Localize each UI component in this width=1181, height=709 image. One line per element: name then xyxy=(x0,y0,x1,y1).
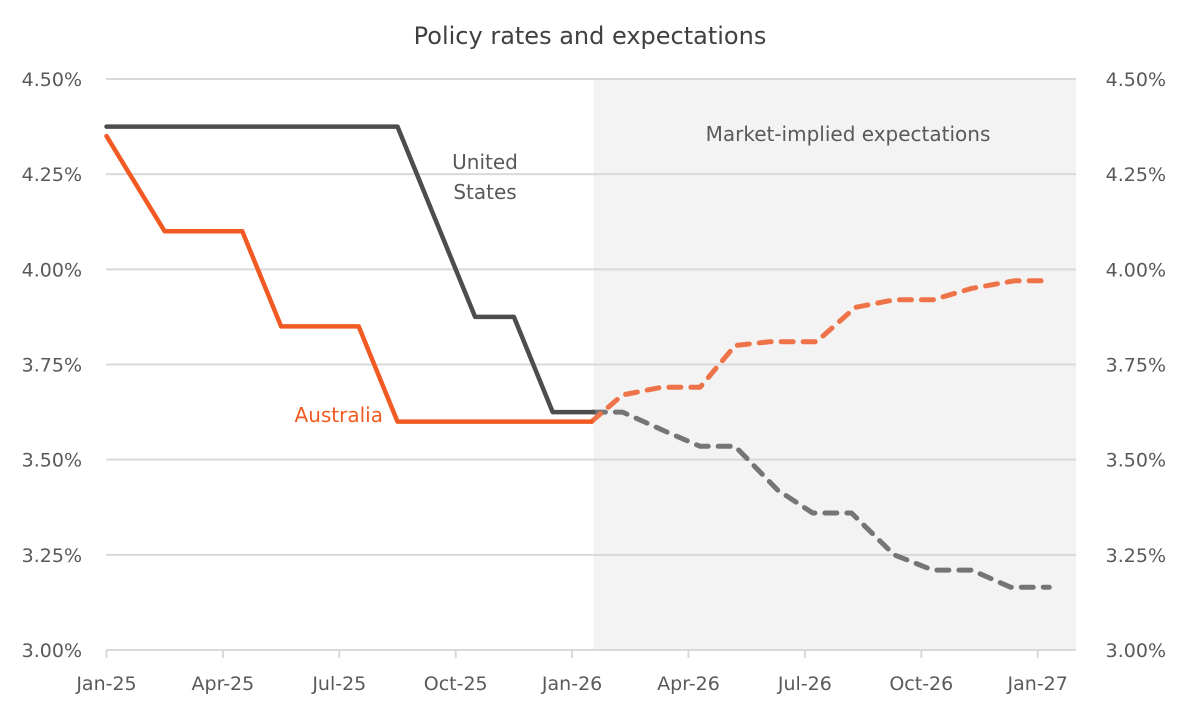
series-label-australia: Australia xyxy=(295,403,383,427)
x-tick-label: Jan-26 xyxy=(541,673,602,695)
y-tick-label-left: 3.50% xyxy=(22,450,82,472)
y-tick-label-right: 3.00% xyxy=(1106,640,1166,662)
y-tick-label-left: 3.75% xyxy=(22,355,82,377)
y-tick-label-right: 4.00% xyxy=(1106,259,1166,281)
x-tick-label: Jan-27 xyxy=(1007,673,1068,695)
y-tick-label-right: 4.50% xyxy=(1106,69,1166,91)
y-tick-label-left: 3.25% xyxy=(22,545,82,567)
series-line-australia-expectations xyxy=(589,278,1052,425)
x-tick-label: Jul-26 xyxy=(777,673,832,695)
x-tick-label: Oct-26 xyxy=(889,673,953,695)
y-axis-right: 3.00% 3.25% 3.50% 3.75% 4.00% 4.25% 4.50% xyxy=(1106,69,1166,662)
x-tick-label: Oct-25 xyxy=(424,673,488,695)
x-tick-label: Apr-25 xyxy=(192,673,255,695)
series-label-united-states-line2: States xyxy=(453,180,516,204)
x-axis: Jan-25 Apr-25 Jul-25 Oct-25 Jan-26 Apr-26 Jul-… xyxy=(75,650,1068,695)
series-line-united-states xyxy=(104,124,596,415)
x-tick-label: Jan-25 xyxy=(75,673,136,695)
series-line-united-states-expectations xyxy=(590,409,1052,590)
y-axis-left: 3.00% 3.25% 3.50% 3.75% 4.00% 4.25% 4.50% xyxy=(22,69,82,662)
chart-title: Policy rates and expectations xyxy=(414,22,767,50)
y-tick-label-right: 4.25% xyxy=(1106,164,1166,186)
shaded-region-label: Market-implied expectations xyxy=(706,122,991,146)
series-line-australia xyxy=(104,133,594,424)
y-tick-label-right: 3.50% xyxy=(1106,450,1166,472)
y-tick-label-right: 3.25% xyxy=(1106,545,1166,567)
y-tick-label-left: 4.25% xyxy=(22,164,82,186)
x-tick-label: Jul-25 xyxy=(311,673,366,695)
series-lines xyxy=(104,124,1052,590)
x-tick-label: Apr-26 xyxy=(657,673,720,695)
series-label-united-states-line1: United xyxy=(452,150,518,174)
gridlines xyxy=(106,78,1076,651)
y-tick-label-left: 4.50% xyxy=(22,69,82,91)
y-tick-label-right: 3.75% xyxy=(1106,355,1166,377)
y-tick-label-left: 4.00% xyxy=(22,259,82,281)
y-tick-label-left: 3.00% xyxy=(22,640,82,662)
